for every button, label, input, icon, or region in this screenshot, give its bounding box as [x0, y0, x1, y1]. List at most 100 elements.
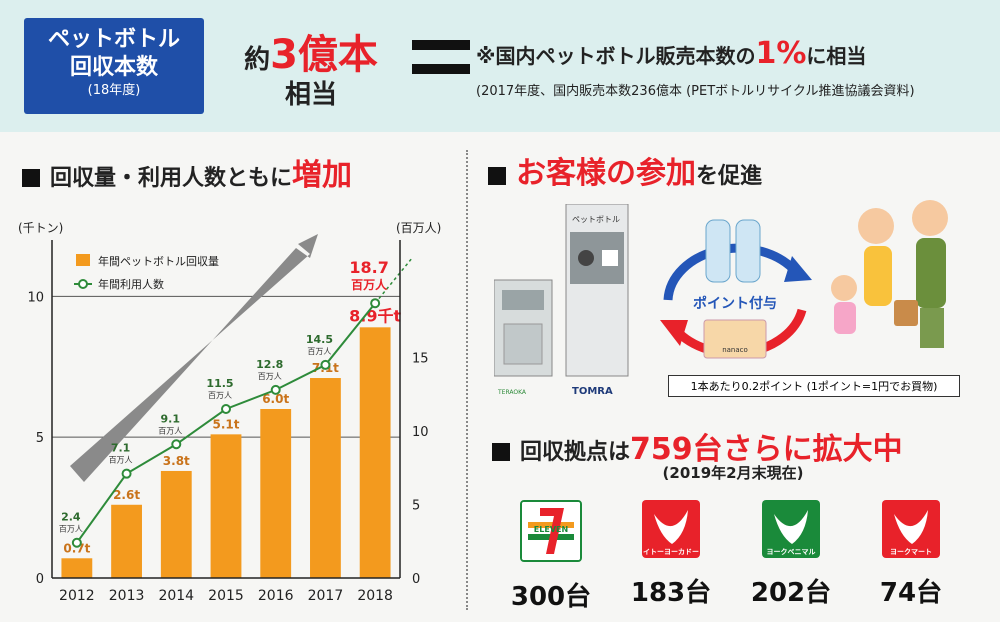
- bar-value-label: 6.0t: [262, 392, 289, 406]
- left-tick-label: 5: [36, 431, 44, 446]
- source-note: (2017年度、国内販売本数236億本 (PETボトルリサイクル推進協議会資料): [476, 84, 915, 99]
- line-value-label: 18.7: [349, 258, 388, 277]
- bar-value-label: 2.6t: [113, 488, 140, 502]
- line-unit-label: 百万人: [158, 426, 182, 435]
- equals-sign: [412, 40, 470, 78]
- x-tick-label: 2017: [308, 588, 344, 604]
- square-bullet-icon: [488, 167, 506, 185]
- legend-swatch-bar: [76, 254, 90, 266]
- point-note: 1本あたり0.2ポイント (1ポイント=1円でお買物): [668, 375, 960, 397]
- seven-eleven-icon: ELEVEN: [522, 502, 580, 560]
- square-bullet-icon: [22, 169, 40, 187]
- bar-value-label: 0.7t: [63, 541, 90, 555]
- headline-note: ※国内ペットボトル販売本数の1%に相当: [476, 36, 866, 71]
- stores-section-title: 回収拠点は759台さらに拡大中: [492, 424, 903, 468]
- bottle-inlet: [578, 250, 594, 266]
- x-tick-label: 2018: [357, 588, 393, 604]
- nanaco-card: [703, 319, 767, 359]
- line-unit-label: 百万人: [351, 277, 388, 292]
- collection-machines: ペットボトル TERAOKA TOMRA: [494, 204, 629, 397]
- york-mart-logo: ヨークマート: [882, 500, 940, 558]
- left-tick-label: 10: [27, 290, 44, 305]
- badge-line2: 回収本数: [69, 55, 158, 80]
- line-point: [121, 468, 132, 479]
- arrowhead-icon: [784, 256, 812, 282]
- growth-arrow-shape: [70, 234, 318, 482]
- right-tick-label: 15: [412, 352, 429, 367]
- bar: [210, 434, 242, 578]
- headline-badge: ペットボトル 回収本数 (18年度): [24, 18, 204, 114]
- line-value-label: 9.1: [161, 412, 181, 425]
- line-unit-label: 百万人: [208, 391, 232, 400]
- line-value-label: 14.5: [306, 333, 333, 346]
- stores-title-number: 759台: [630, 432, 723, 467]
- note-suffix: に相当: [806, 44, 867, 68]
- line-unit-label: 百万人: [109, 456, 133, 465]
- headline-amount: 約3億本 相当: [216, 22, 406, 111]
- bar: [160, 470, 192, 578]
- store-list: ELEVEN 300台 イトーヨーカドー 183台 ヨークベニマル 202台 ヨ…: [496, 500, 976, 618]
- ito-yokado-logo: イトーヨーカドー: [642, 500, 700, 558]
- square-bullet-icon: [492, 443, 510, 461]
- line-point: [270, 384, 281, 395]
- right-tick-label: 0: [412, 572, 420, 587]
- as-of-date: (2019年2月末現在): [662, 464, 804, 482]
- note-percent: 1%: [755, 36, 807, 71]
- machine-slot: [502, 290, 544, 310]
- line-point: [320, 359, 331, 370]
- tomra-machine: [565, 204, 629, 377]
- stores-title-prefix: 回収拠点は: [520, 440, 631, 465]
- bottle-icon: [735, 219, 761, 283]
- bar: [359, 327, 391, 578]
- svg-text:ヨークベニマル: ヨークベニマル: [767, 547, 816, 556]
- line-value-label: 2.4: [61, 511, 81, 524]
- line-point: [71, 537, 82, 548]
- growth-arrow: [70, 234, 318, 482]
- stores-title-suffix: さらに拡大中: [722, 432, 903, 467]
- shopping-basket: [894, 300, 918, 326]
- line-point: [370, 298, 381, 309]
- x-tick-label: 2012: [59, 588, 95, 604]
- svg-text:イトーヨーカドー: イトーヨーカドー: [643, 548, 699, 556]
- store-seven-eleven: ELEVEN 300台: [496, 500, 606, 613]
- line-unit-label: 百万人: [59, 525, 83, 534]
- badge-line1: ペットボトル: [47, 27, 180, 52]
- legend-label-line: 年間利用人数: [98, 277, 164, 291]
- dove-icon: イトーヨーカドー: [643, 510, 699, 556]
- card-label: nanaco: [722, 346, 748, 354]
- left-axis-label: (千トン): [18, 221, 63, 235]
- left-tick-label: 0: [36, 572, 44, 587]
- machine-label: ペットボトル: [572, 215, 620, 224]
- badge-line3: (18年度): [87, 83, 141, 98]
- machine-panel: [602, 250, 618, 266]
- left-section-title: 回収量・利用人数ともに増加: [22, 150, 352, 194]
- bar-value-label: 3.8t: [163, 454, 190, 468]
- x-tick-label: 2015: [208, 588, 244, 604]
- bar-value-label: 5.1t: [213, 417, 240, 431]
- store-york-benimaru: ヨークベニマル 202台: [736, 500, 846, 609]
- teraoka-brand: TERAOKA: [497, 389, 527, 396]
- bottle-icon: [705, 219, 731, 283]
- store-ito-yokado: イトーヨーカドー 183台: [616, 500, 726, 609]
- bar: [61, 558, 93, 578]
- svg-text:ELEVEN: ELEVEN: [534, 525, 568, 534]
- machine-door: [503, 323, 543, 365]
- bar-series: 0.7t2.6t3.8t5.1t6.0t7.1t8.9千t: [61, 306, 401, 578]
- line-value-label: 12.8: [256, 358, 283, 371]
- point-label: ポイント付与: [693, 295, 777, 312]
- bar: [310, 378, 341, 578]
- right-axis-label: (百万人): [396, 221, 441, 235]
- right-tick-label: 5: [412, 499, 420, 514]
- child-head: [831, 275, 857, 301]
- seven-eleven-logo: ELEVEN: [520, 500, 582, 562]
- right-title-suffix: を促進: [696, 164, 763, 189]
- line-value-label: 11.5: [206, 377, 233, 390]
- point-cycle-graphic: ポイント付与 nanaco: [660, 219, 812, 359]
- svg-text:ヨークマート: ヨークマート: [890, 547, 932, 556]
- right-title-highlight: お客様の参加: [516, 156, 696, 191]
- bar: [260, 409, 292, 578]
- line-point: [171, 439, 182, 450]
- line-value-label: 7.1: [111, 442, 131, 455]
- mother-head: [858, 208, 894, 244]
